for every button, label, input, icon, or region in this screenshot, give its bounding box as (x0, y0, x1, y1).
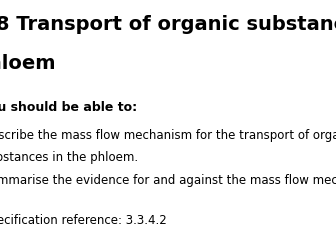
Text: substances in the phloem.: substances in the phloem. (0, 151, 138, 164)
Text: You should be able to:: You should be able to: (0, 101, 138, 114)
Text: 7.8 Transport of organic substances in the: 7.8 Transport of organic substances in t… (0, 15, 336, 34)
Text: Summarise the evidence for and against the mass flow mechanism.: Summarise the evidence for and against t… (0, 174, 336, 187)
Text: Describe the mass flow mechanism for the transport of organic: Describe the mass flow mechanism for the… (0, 129, 336, 142)
Text: phloem: phloem (0, 54, 56, 73)
Text: Specification reference: 3.3.4.2: Specification reference: 3.3.4.2 (0, 214, 166, 227)
